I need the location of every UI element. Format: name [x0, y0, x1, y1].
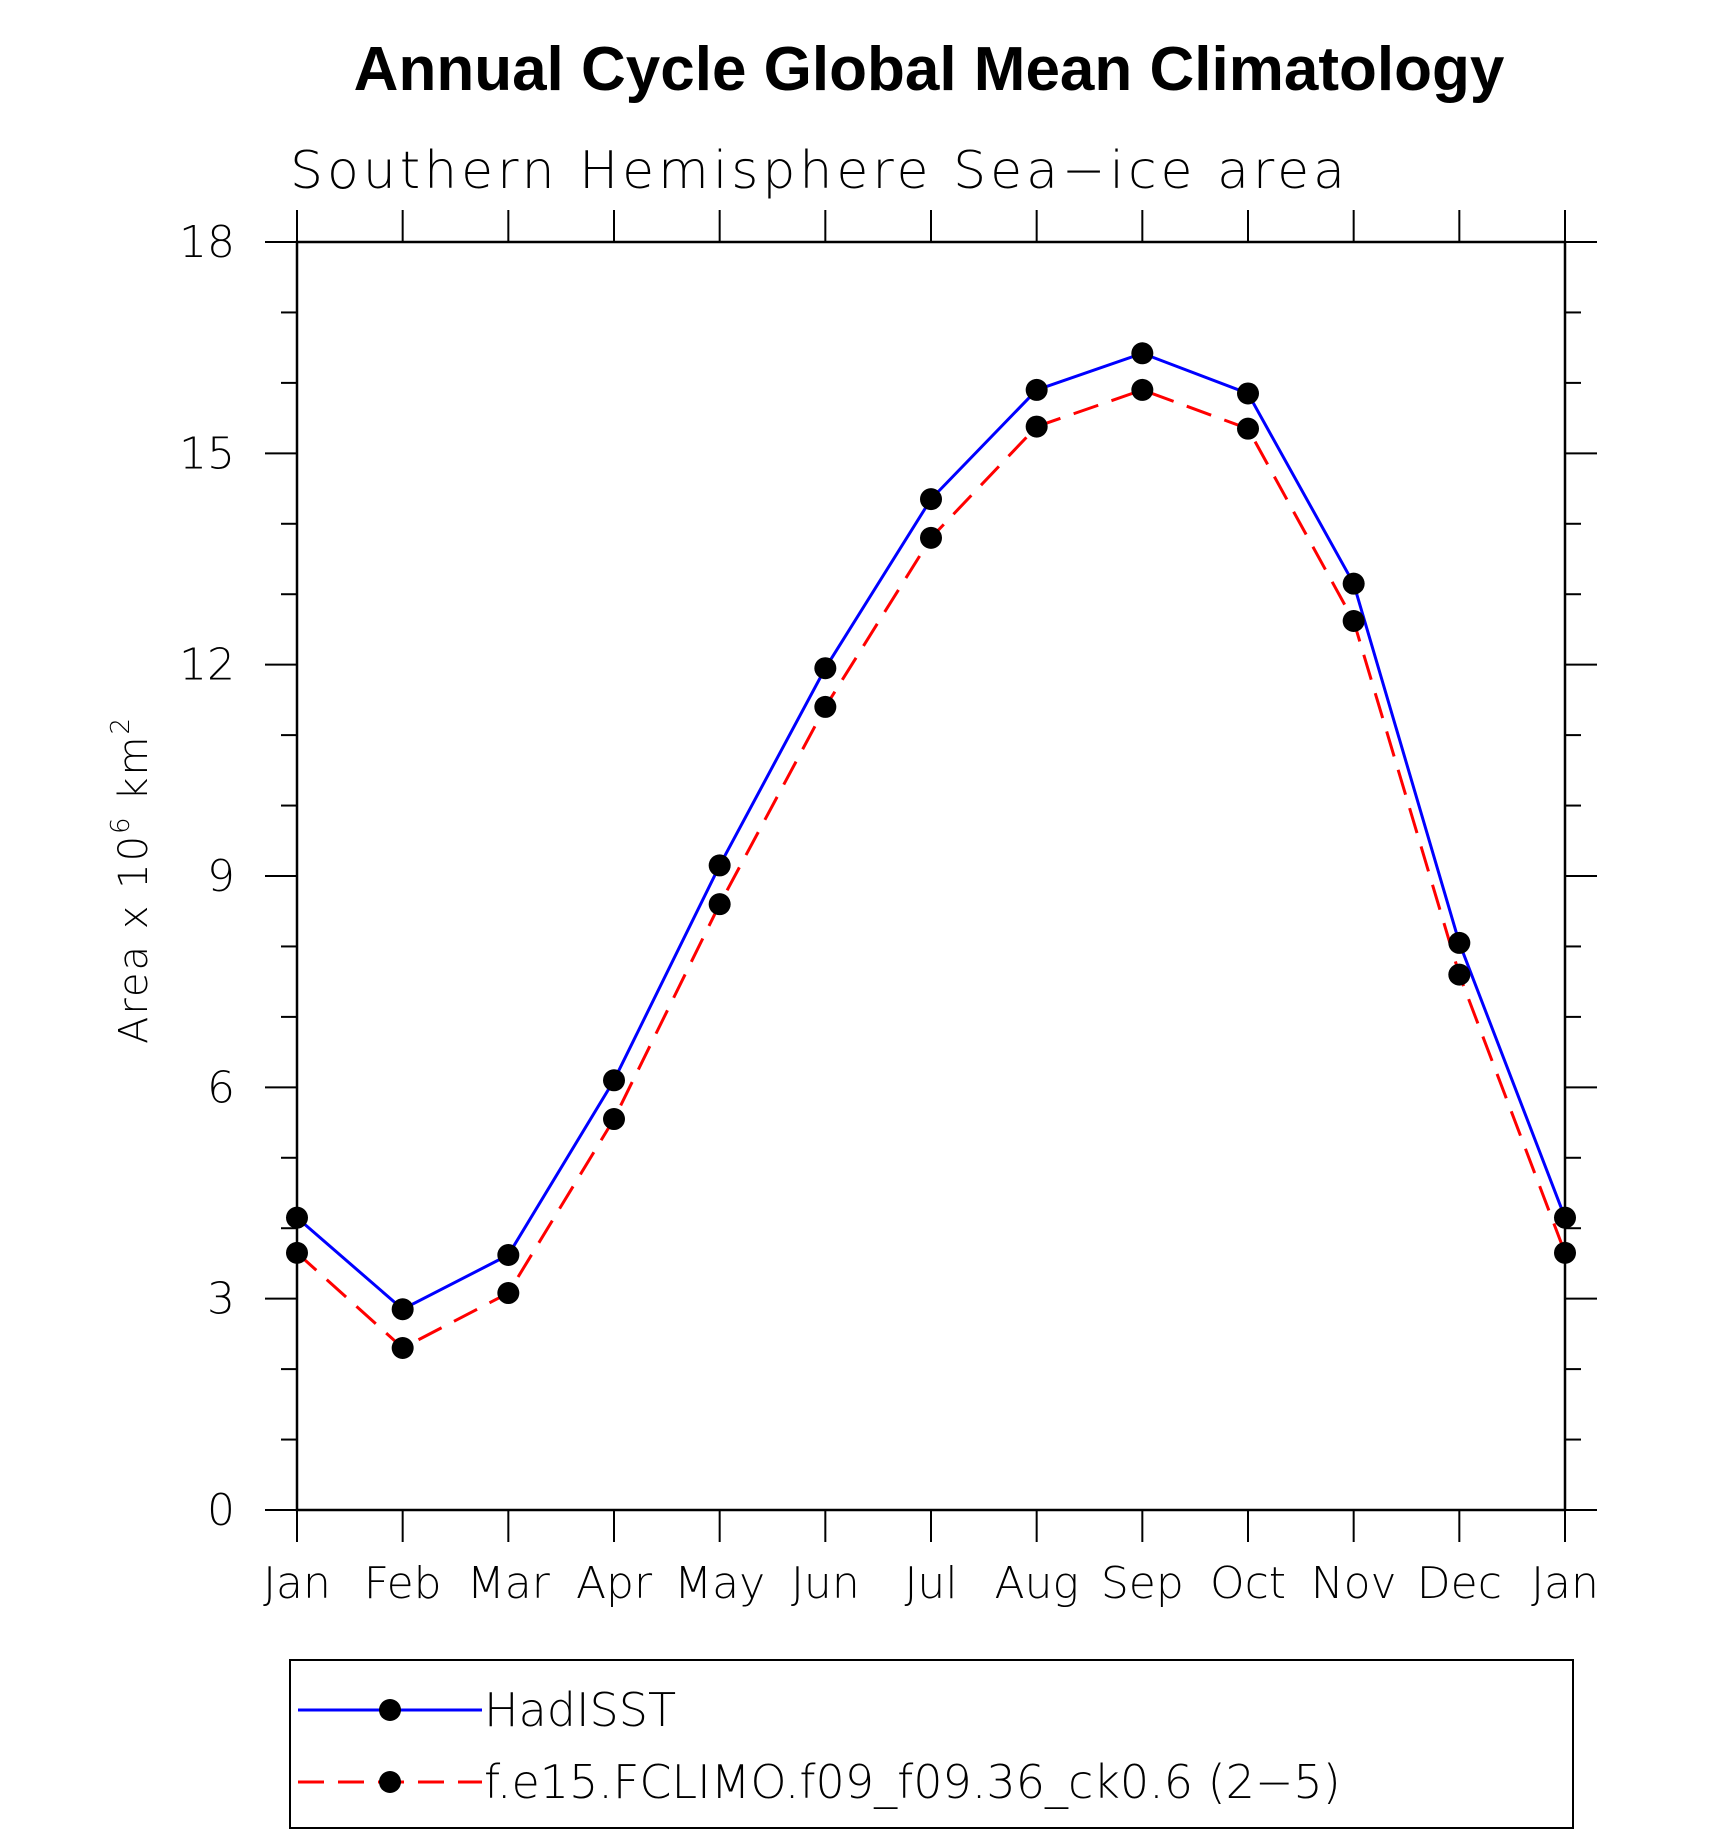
x-tick-label: Aug	[994, 1558, 1078, 1609]
x-tick-label: Jan	[263, 1558, 331, 1609]
series-0-point	[497, 1243, 520, 1266]
y-tick-label: 0	[207, 1485, 235, 1536]
x-tick-label: Apr	[576, 1558, 653, 1609]
legend-marker-1	[379, 1771, 401, 1793]
series-1-point	[497, 1282, 520, 1305]
series-0-point	[1237, 382, 1259, 405]
x-tick-label: May	[674, 1558, 765, 1609]
series-0-point	[603, 1069, 625, 1092]
y-tick-label: 18	[179, 217, 235, 268]
chart-title: Annual Cycle Global Mean Climatology	[354, 35, 1505, 104]
series-0-point	[814, 657, 837, 680]
x-tick-label: Jul	[904, 1558, 957, 1609]
series-1-point	[1554, 1241, 1576, 1264]
y-tick-label: 6	[207, 1062, 235, 1113]
x-tick-label: Mar	[467, 1558, 551, 1609]
legend-box	[289, 1659, 1574, 1829]
y-tick-label: 9	[207, 851, 235, 902]
y-axis-label: Area x 106 km2	[106, 716, 157, 1044]
legend-label-0: HadISST	[484, 1683, 676, 1737]
y-tick-label: 15	[179, 428, 235, 479]
series-0-point	[1131, 342, 1154, 365]
series-1-point	[920, 526, 942, 549]
y-tick-label: 3	[207, 1274, 235, 1325]
series-1-point	[286, 1241, 308, 1264]
y-tick-label: 12	[179, 640, 235, 691]
series-0-point	[1342, 572, 1365, 595]
series-1-point	[603, 1108, 625, 1131]
x-tick-label: Nov	[1311, 1558, 1397, 1609]
x-tick-label: Dec	[1417, 1558, 1502, 1609]
series-0-point	[708, 854, 731, 877]
series-0-point	[920, 488, 942, 511]
series-1-point	[1448, 963, 1471, 986]
ylabel-exponent: 6	[106, 815, 136, 834]
series-1-point	[1131, 378, 1154, 401]
x-tick-label: Sep	[1101, 1558, 1184, 1609]
svg-text:Area x 106 km2: Area x 106 km2	[106, 716, 157, 1044]
series-1-point	[1025, 415, 1048, 438]
series-1-point	[1237, 417, 1259, 440]
ylabel-main: Area x 10	[111, 834, 157, 1044]
ylabel-unit-exponent: 2	[106, 716, 136, 735]
series-0-point	[286, 1206, 308, 1229]
legend-marker-0	[379, 1699, 401, 1721]
plot-frame	[295, 240, 1567, 1512]
legend: HadISST f.e15.FCLIMO.f09_f09.36_ck0.6 (2−…	[289, 1659, 1574, 1829]
series-1-point	[708, 893, 731, 916]
series-0-point	[391, 1298, 414, 1321]
x-tick-label: Jan	[1531, 1558, 1599, 1609]
series-1-point	[1342, 609, 1365, 632]
series-0-point	[1448, 931, 1471, 954]
ylabel-unit: km	[111, 735, 157, 816]
series-0-point	[1554, 1206, 1576, 1229]
legend-label-1: f.e15.FCLIMO.f09_f09.36_ck0.6 (2−5)	[484, 1755, 1341, 1809]
series-1-point	[391, 1336, 414, 1359]
x-tick-label: Jun	[791, 1558, 860, 1609]
x-tick-label: Feb	[364, 1558, 442, 1609]
series-1-point	[814, 695, 837, 718]
series-0-point	[1025, 378, 1048, 401]
chart-subtitle: Southern Hemisphere Sea−ice area	[290, 141, 1349, 201]
x-tick-label: Oct	[1210, 1558, 1286, 1609]
